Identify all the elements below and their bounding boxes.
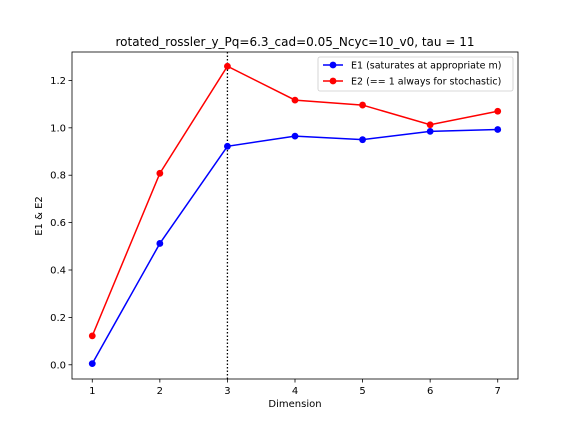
x-axis: 1 2 3 4 5 6 7 <box>89 379 501 397</box>
x-tick-label: 1 <box>89 386 95 397</box>
x-tick-label: 2 <box>157 386 163 397</box>
x-axis-label: Dimension <box>268 399 321 410</box>
series-2-point <box>88 332 96 340</box>
legend-box <box>317 56 514 92</box>
series-2-point <box>156 169 164 177</box>
y-axis-label: E1 & E2 <box>34 196 45 236</box>
series-line-1 <box>91 128 498 364</box>
y-tick-label: 0.0 <box>50 360 66 371</box>
series-1-point <box>494 126 502 133</box>
x-tick-label: 6 <box>427 386 433 397</box>
legend-label-1: E1 (saturates at appropriate m) <box>351 61 501 72</box>
x-tick-label: 4 <box>292 386 298 397</box>
legend: E1 (saturates at appropriate m) E2 (== 1 … <box>317 56 514 92</box>
chart-title: rotated_rossler_y_Pq=6.3_cad=0.05_Ncyc=1… <box>116 35 475 49</box>
x-tick-label: 7 <box>495 386 501 397</box>
x-tick-label: 3 <box>224 386 230 397</box>
y-tick-label: 0.8 <box>50 171 66 182</box>
legend-marker-1 <box>329 61 337 69</box>
plot-area <box>88 52 502 379</box>
series-1-point <box>224 142 231 150</box>
y-tick-label: 1.0 <box>50 123 66 134</box>
series-2-point <box>494 107 502 115</box>
y-tick-label: 1.2 <box>50 76 66 87</box>
series-1-point <box>359 136 366 144</box>
y-tick-label: 0.4 <box>50 266 66 277</box>
series-2-point <box>426 121 434 129</box>
legend-label-2: E2 (== 1 always for stochastic) <box>351 77 501 88</box>
y-tick-label: 0.2 <box>50 313 66 324</box>
series-1-point <box>426 127 434 135</box>
series-2-point <box>291 96 299 104</box>
series-1-point <box>88 360 96 367</box>
y-axis: 0.0 0.2 0.4 0.6 0.8 1.0 1.2 <box>50 76 72 371</box>
y-tick-label: 0.6 <box>50 218 66 229</box>
series-1-point <box>291 132 299 140</box>
x-tick-label: 5 <box>359 386 365 397</box>
legend-marker-2 <box>329 77 337 85</box>
series-2-point <box>359 101 366 109</box>
series-line-2 <box>91 65 498 337</box>
series-2-point <box>224 62 231 70</box>
series-1-point <box>156 240 164 247</box>
